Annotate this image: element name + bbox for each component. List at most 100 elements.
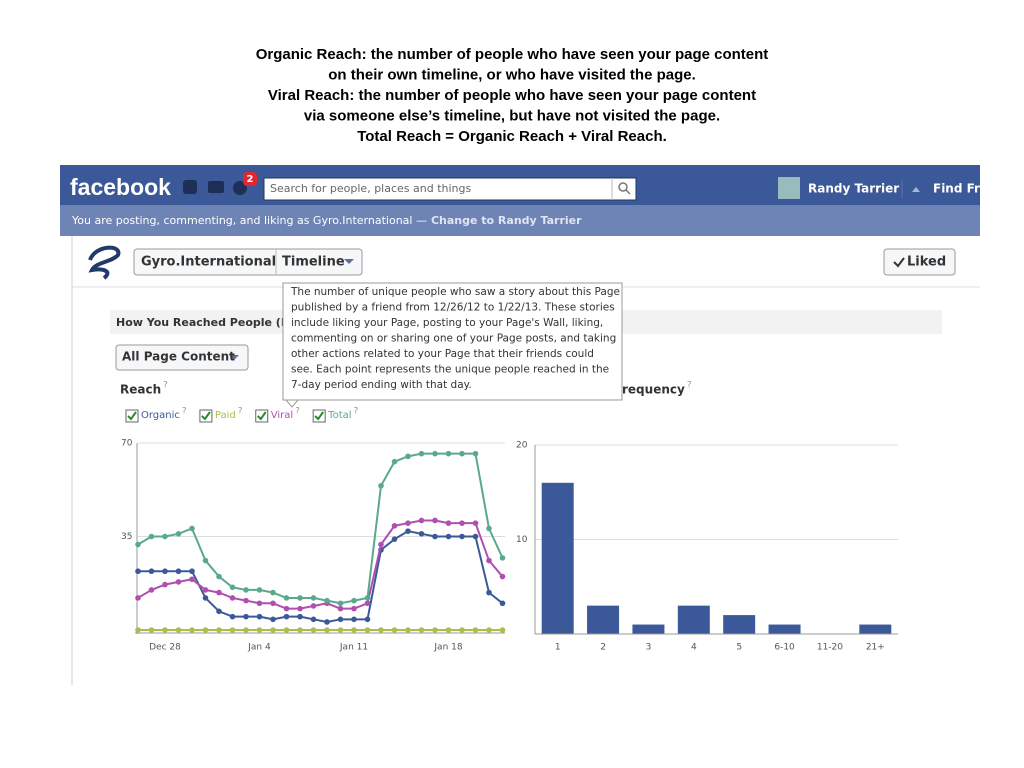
data-point [162, 568, 168, 575]
notice-link: Change to Randy Tarrier [431, 214, 582, 227]
find-friends: Find Fri [933, 182, 984, 196]
data-point [445, 627, 452, 633]
data-point [243, 613, 249, 620]
data-point [486, 525, 492, 532]
bar [859, 624, 892, 634]
data-point [472, 627, 479, 633]
data-point [229, 584, 236, 591]
data-point [364, 616, 371, 623]
y-tick-label: 20 [516, 441, 528, 451]
background [60, 165, 980, 685]
search-placeholder: Search for people, places and things [270, 182, 471, 195]
tooltip-line: include liking your Page, posting to you… [291, 317, 603, 329]
data-point [148, 587, 155, 593]
data-point [391, 536, 398, 542]
data-point [499, 600, 506, 607]
data-point [135, 541, 141, 548]
tooltip-line: The number of unique people who saw a st… [290, 286, 620, 298]
data-point [283, 613, 290, 620]
liked-label: Liked [907, 255, 946, 270]
data-point [378, 541, 384, 548]
frequency-label: requency [622, 383, 685, 397]
caption-line: Organic Reach: the number of people who … [256, 46, 769, 63]
x-tick-label: Dec 28 [149, 643, 181, 653]
data-point [243, 597, 249, 604]
data-point [202, 587, 209, 593]
notifications-icon[interactable] [233, 181, 247, 195]
data-point [189, 627, 195, 633]
data-point [270, 627, 276, 633]
data-point [337, 605, 344, 612]
liked-button[interactable] [883, 248, 956, 276]
data-point [202, 627, 209, 633]
search-icon[interactable] [618, 182, 628, 192]
bar [632, 624, 665, 634]
data-point [270, 600, 276, 607]
data-point [297, 627, 303, 633]
data-point [459, 520, 465, 526]
avatar[interactable] [778, 177, 800, 199]
data-point [283, 605, 290, 612]
data-point [459, 533, 465, 540]
data-point [324, 597, 330, 604]
page-logo [88, 245, 121, 280]
help: ? [182, 407, 187, 417]
data-point [229, 613, 236, 620]
x-tick-label: 3 [646, 643, 652, 653]
data-point [310, 595, 317, 601]
x-tick-label: 2 [600, 643, 606, 653]
filter-button[interactable] [115, 344, 249, 371]
help: ? [238, 407, 243, 417]
caption-line: Total Reach = Organic Reach + Viral Reac… [357, 128, 667, 145]
friends-icon[interactable] [183, 180, 197, 194]
data-point [270, 616, 276, 623]
data-point [216, 573, 222, 580]
page-button[interactable] [133, 248, 363, 276]
x-tick-label: Jan 11 [339, 643, 368, 653]
dropdown-arrow [229, 355, 239, 360]
bar [723, 615, 756, 634]
data-point [175, 627, 182, 633]
data-point [162, 627, 168, 633]
data-point [310, 603, 317, 609]
tooltip-line: other actions related to your Page that … [291, 348, 594, 360]
check-icon [314, 411, 324, 421]
bar [768, 624, 801, 634]
data-point [418, 531, 425, 537]
data-point [148, 533, 155, 540]
data-point [189, 576, 195, 583]
data-point [229, 627, 236, 633]
data-point [297, 613, 303, 620]
screenshot: facebook 2 Search for people, places and t… [60, 165, 984, 685]
series-line [137, 519, 504, 610]
caption-line: Viral Reach: the number of people who ha… [268, 87, 756, 104]
x-tick-label: 5 [736, 643, 742, 653]
reach-label: Reach [120, 383, 161, 397]
search-box[interactable] [263, 177, 637, 201]
y-tick-label: 70 [121, 439, 133, 449]
x-tick-label: 21+ [866, 643, 885, 653]
x-tick-label: 1 [555, 643, 561, 653]
data-point [337, 616, 344, 623]
bar [541, 482, 574, 634]
caption-line: via someone else’s timeline, but have no… [304, 107, 720, 124]
messages-icon[interactable] [208, 181, 224, 193]
data-point [351, 605, 357, 612]
x-tick-label: 4 [691, 643, 697, 653]
filter-label: All Page Content [122, 350, 235, 364]
legend-label: Paid [215, 410, 236, 421]
help: ? [687, 381, 692, 391]
data-point [216, 608, 222, 615]
tooltip-pointer [284, 399, 300, 408]
legend-label: Organic [141, 410, 180, 421]
data-point [175, 531, 182, 537]
x-tick-label: 11-20 [817, 643, 843, 653]
help: ? [354, 407, 359, 417]
x-tick-label: 6-10 [774, 643, 795, 653]
check-icon [893, 257, 905, 268]
check-icon [257, 411, 267, 421]
data-point [486, 589, 492, 596]
caption: Organic Reach: the number of people who … [256, 46, 769, 145]
data-point [310, 627, 317, 633]
